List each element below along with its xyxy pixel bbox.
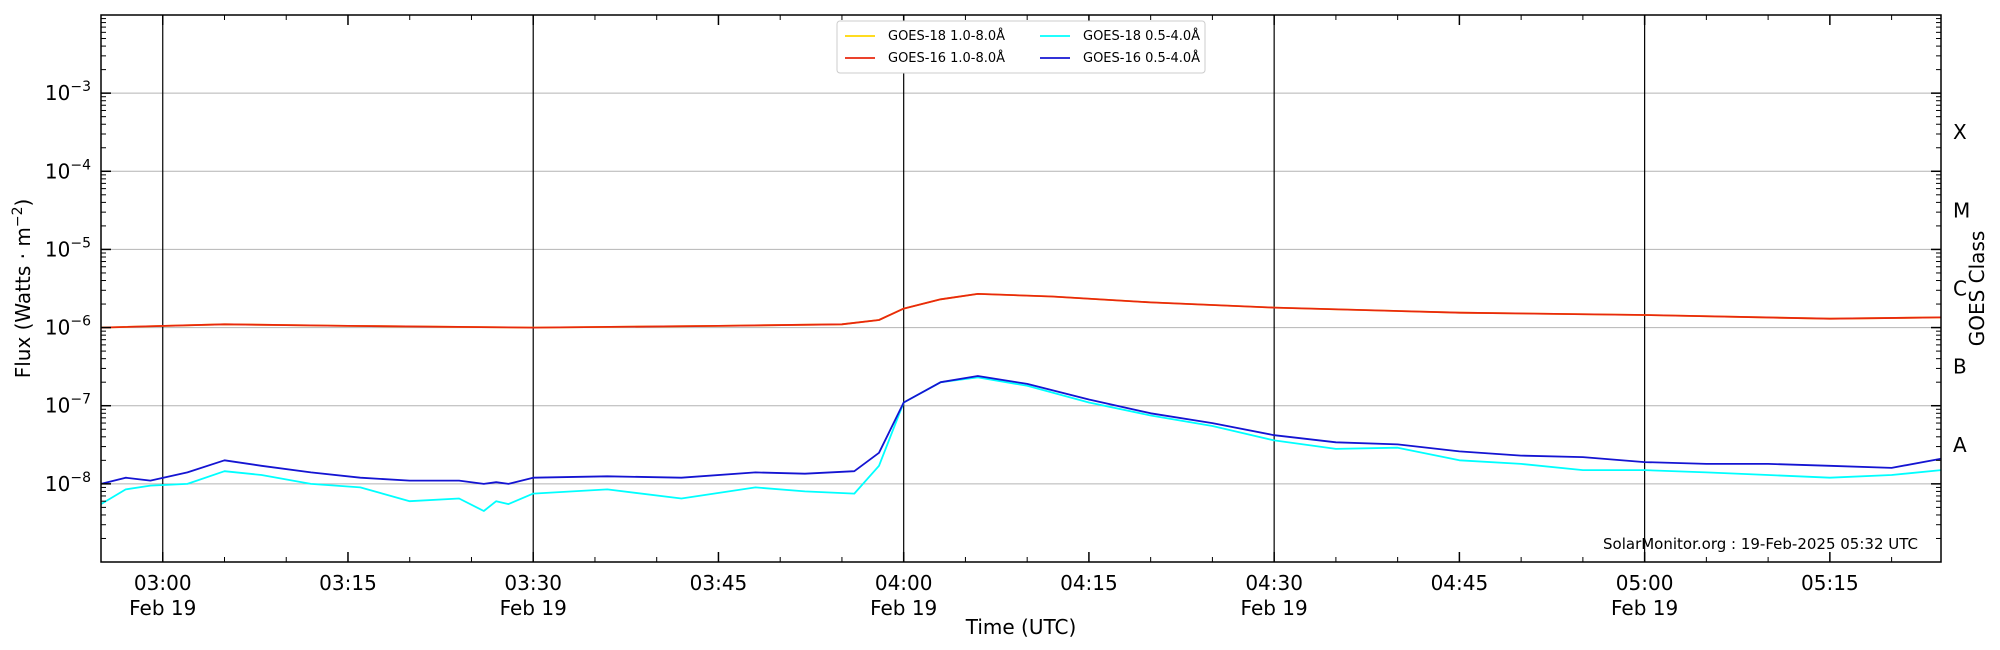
x-tick-time-label: 03:15 bbox=[319, 571, 377, 595]
x-tick-time-label: 04:00 bbox=[875, 571, 933, 595]
x-tick-time-label: 04:45 bbox=[1431, 571, 1489, 595]
y-tick-label: 10−4 bbox=[45, 157, 91, 183]
x-tick-time-label: 05:00 bbox=[1616, 571, 1674, 595]
y-tick-label: 10−6 bbox=[45, 314, 91, 340]
goes-class-label: M bbox=[1953, 198, 1970, 222]
legend-label: GOES-16 1.0-8.0Å bbox=[888, 50, 1005, 66]
y-tick-exponent: −4 bbox=[70, 157, 91, 173]
y-tick-base: 10 bbox=[45, 472, 70, 496]
x-tick-time-label: 04:15 bbox=[1060, 571, 1118, 595]
y-tick-base: 10 bbox=[45, 237, 70, 261]
x-tick-time-label: 03:30 bbox=[504, 571, 562, 595]
y-axis-title: Flux (Watts · m−2) bbox=[10, 199, 35, 379]
y-axis-title-close: ) bbox=[11, 199, 35, 207]
y-tick-base: 10 bbox=[45, 159, 70, 183]
y-tick-exponent: −7 bbox=[70, 392, 91, 408]
y-tick-label: 10−7 bbox=[45, 392, 91, 418]
y-tick-base: 10 bbox=[45, 316, 70, 340]
goes-class-label: A bbox=[1953, 433, 1967, 457]
y-tick-label: 10−3 bbox=[45, 79, 91, 105]
y-tick-base: 10 bbox=[45, 394, 70, 418]
y-tick-exponent: −8 bbox=[70, 470, 91, 486]
goes-class-label: B bbox=[1953, 355, 1967, 379]
y-tick-base: 10 bbox=[45, 81, 70, 105]
series-line bbox=[100, 292, 1942, 329]
x-tick-time-label: 03:45 bbox=[690, 571, 748, 595]
x-tick-time-label: 05:15 bbox=[1801, 571, 1859, 595]
series-line bbox=[100, 375, 1942, 485]
credit-text: SolarMonitor.org : 19-Feb-2025 05:32 UTC bbox=[1603, 535, 1918, 553]
right-axis-title: GOES Class bbox=[1965, 231, 1989, 347]
axis-ticks bbox=[100, 15, 1941, 562]
x-tick-time-label: 03:00 bbox=[134, 571, 192, 595]
y-axis-title-main: Flux (Watts · m bbox=[11, 227, 35, 378]
x-tick-date-label: Feb 19 bbox=[1241, 596, 1308, 620]
x-axis-title: Time (UTC) bbox=[965, 615, 1077, 639]
series-line bbox=[100, 376, 1942, 512]
plot-frame bbox=[100, 14, 1942, 563]
goes-class-label: X bbox=[1953, 120, 1967, 144]
y-tick-label: 10−5 bbox=[45, 235, 91, 261]
goes-class-label: C bbox=[1953, 277, 1967, 301]
y-axis-title-exponent: −2 bbox=[10, 207, 26, 228]
y-tick-labels: 10−810−710−610−510−410−3 bbox=[45, 79, 91, 496]
legend-label: GOES-18 1.0-8.0Å bbox=[888, 28, 1005, 44]
legend-label: GOES-18 0.5-4.0Å bbox=[1083, 28, 1200, 44]
legend: GOES-18 1.0-8.0Å GOES-18 0.5-4.0Å GOES-16 … bbox=[836, 20, 1206, 74]
y-tick-exponent: −6 bbox=[70, 314, 91, 330]
legend-label: GOES-16 0.5-4.0Å bbox=[1083, 50, 1200, 66]
y-tick-exponent: −5 bbox=[70, 235, 91, 251]
y-tick-exponent: −3 bbox=[70, 79, 91, 95]
x-tick-date-label: Feb 19 bbox=[1611, 596, 1678, 620]
legend-box bbox=[836, 20, 1206, 74]
goes-class-labels: A B C M X bbox=[1953, 120, 1970, 457]
x-tick-date-label: Feb 19 bbox=[500, 596, 567, 620]
x-tick-date-label: Feb 19 bbox=[870, 596, 937, 620]
y-tick-label: 10−8 bbox=[45, 470, 91, 496]
series-lines bbox=[100, 292, 1942, 512]
grid-lines bbox=[101, 92, 1941, 485]
x-tick-date-label: Feb 19 bbox=[129, 596, 196, 620]
x-tick-time-label: 04:30 bbox=[1245, 571, 1303, 595]
